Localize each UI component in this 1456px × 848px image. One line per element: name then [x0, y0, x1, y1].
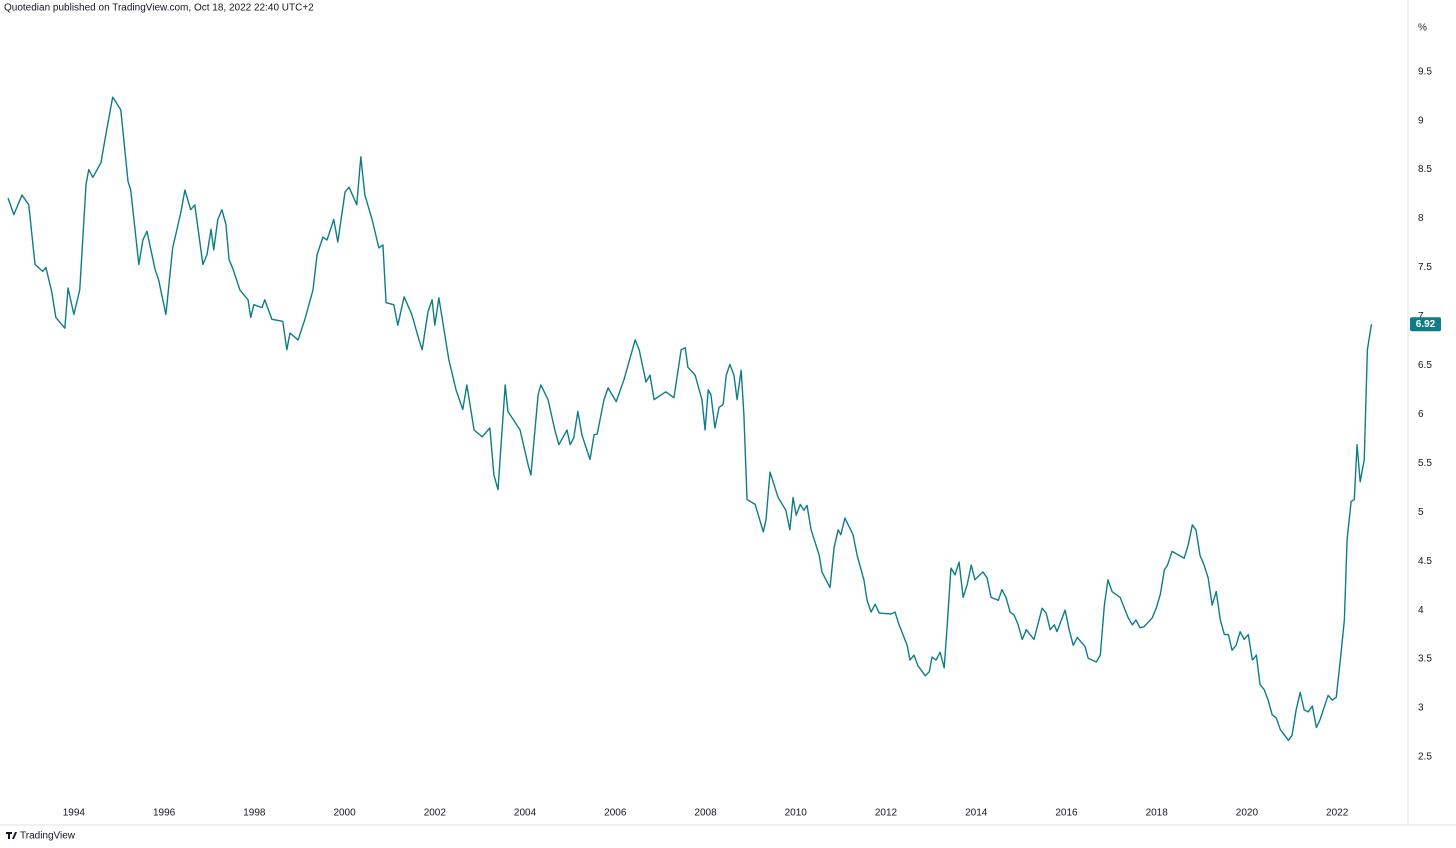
- y-tick-label: 7.5: [1418, 262, 1432, 273]
- y-tick-label: 8: [1418, 213, 1424, 224]
- x-tick-label: 2022: [1326, 808, 1349, 819]
- y-tick-label: 5.5: [1418, 458, 1432, 469]
- unit-label: %: [1418, 23, 1427, 34]
- x-tick-label: 2020: [1236, 808, 1259, 819]
- y-tick-label: 3.5: [1418, 654, 1432, 665]
- x-tick-label: 2014: [965, 808, 988, 819]
- last-value-badge: [1410, 317, 1441, 332]
- last-value-label: 6.92: [1416, 319, 1436, 330]
- logo: TradingView: [6, 831, 76, 842]
- y-tick-label: 4.5: [1418, 556, 1432, 567]
- y-tick-label: 5: [1418, 507, 1424, 518]
- y-tick-label: 2.5: [1418, 752, 1432, 763]
- y-tick-label: 6: [1418, 409, 1424, 420]
- x-tick-label: 2010: [785, 808, 808, 819]
- y-tick-label: 9: [1418, 115, 1424, 126]
- y-tick-label: 6.5: [1418, 360, 1432, 371]
- header: Quotedian published on TradingView.com, …: [4, 3, 314, 14]
- x-tick-label: 2004: [514, 808, 537, 819]
- x-tick-label: 1994: [63, 808, 86, 819]
- y-tick-label: 7: [1418, 311, 1424, 322]
- x-tick-label: 2008: [694, 808, 717, 819]
- x-tick-label: 2002: [424, 808, 447, 819]
- x-tick-label: 1996: [153, 808, 176, 819]
- y-tick-label: 9.5: [1418, 66, 1432, 77]
- x-tick-label: 2016: [1055, 808, 1078, 819]
- x-tick-label: 2012: [875, 808, 898, 819]
- logo-text: TradingView: [20, 831, 76, 842]
- line-series: [7, 96, 1373, 742]
- x-tick-label: 1998: [243, 808, 266, 819]
- logo-mark: [6, 832, 17, 839]
- y-tick-label: 3: [1418, 703, 1424, 714]
- x-tick-label: 2006: [604, 808, 627, 819]
- x-tick-label: 2000: [333, 808, 356, 819]
- x-tick-label: 2018: [1146, 808, 1169, 819]
- y-tick-label: 8.5: [1418, 164, 1432, 175]
- y-tick-label: 4: [1418, 605, 1424, 616]
